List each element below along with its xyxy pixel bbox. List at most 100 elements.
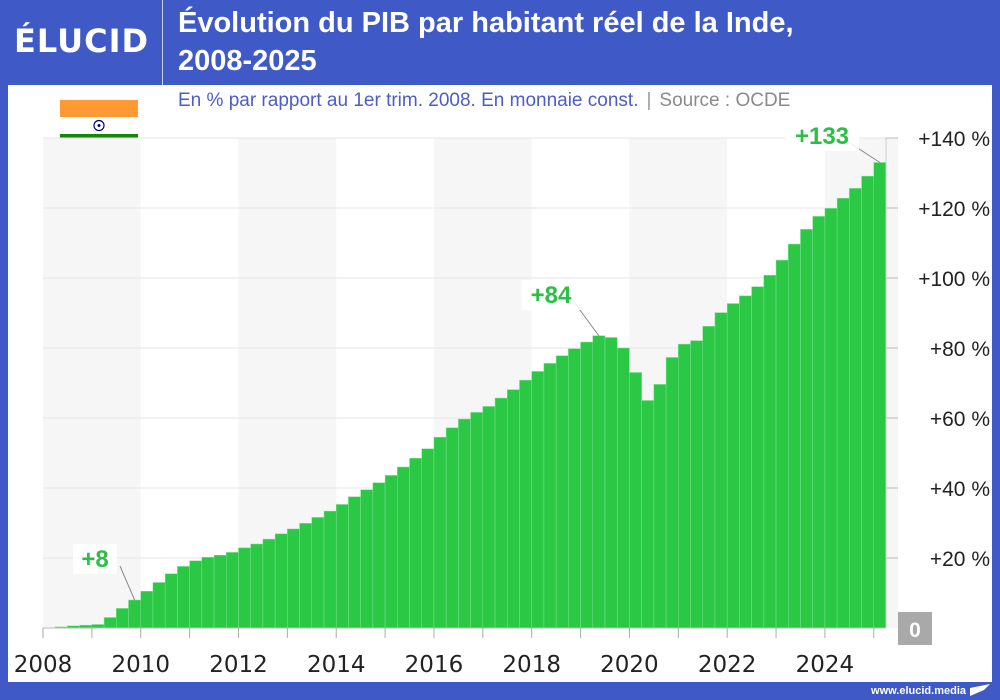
bar xyxy=(824,208,838,629)
annotation-label: +8 xyxy=(81,546,108,573)
bar xyxy=(458,418,471,629)
bar xyxy=(348,496,361,629)
bar xyxy=(568,348,581,629)
bar xyxy=(482,406,496,629)
bar xyxy=(690,340,703,629)
x-tick-label: 2012 xyxy=(209,652,268,678)
bar xyxy=(849,188,862,629)
bar xyxy=(494,397,508,629)
elucid-logo: ÉLUCID xyxy=(14,22,150,60)
bar xyxy=(103,617,117,629)
x-tick-label: 2018 xyxy=(502,652,561,678)
chart-title: Évolution du PIB par habitant réel de la… xyxy=(178,4,978,80)
annotation-leader xyxy=(119,565,136,601)
subtitle: En % par rapport au 1er trim. 2008. En m… xyxy=(178,90,790,112)
y-tick-label: +140 % xyxy=(918,128,990,151)
bar xyxy=(421,448,435,629)
x-tick-label: 2014 xyxy=(307,652,366,678)
subtitle-text: En % par rapport au 1er trim. 2008. En m… xyxy=(178,90,639,111)
y-tick-label: +60 % xyxy=(930,408,990,431)
x-tick-label: 2008 xyxy=(14,652,73,678)
bar xyxy=(616,347,630,629)
bar xyxy=(788,243,801,629)
annotation-label: +133 xyxy=(795,123,849,150)
source: Source : OCDE xyxy=(659,90,791,111)
annotation-bg xyxy=(785,121,859,151)
annotation-bg xyxy=(73,544,117,574)
bar xyxy=(360,489,374,629)
elucid-flag-icon xyxy=(970,684,990,696)
bar xyxy=(751,286,765,629)
bar xyxy=(116,608,129,629)
bar xyxy=(287,528,300,629)
bar xyxy=(397,466,410,629)
bar xyxy=(250,543,264,629)
title-line-1: Évolution du PIB par habitant réel de la… xyxy=(178,7,794,39)
x-tick-label: 2020 xyxy=(600,652,659,678)
bar xyxy=(433,437,447,629)
bar xyxy=(555,355,569,629)
bar xyxy=(653,384,667,629)
bar xyxy=(152,582,166,629)
bar xyxy=(714,312,728,629)
bar xyxy=(189,560,203,629)
bar xyxy=(739,295,752,629)
bar xyxy=(702,326,716,629)
bar xyxy=(311,517,325,629)
bar xyxy=(262,538,276,629)
bar xyxy=(299,523,313,629)
bar xyxy=(238,547,251,629)
bar xyxy=(800,229,813,629)
x-tick-label: 2022 xyxy=(698,652,757,678)
bar xyxy=(213,554,227,629)
header-divider xyxy=(162,0,163,85)
y-tick-label: +100 % xyxy=(918,268,990,291)
x-tick-label: 2010 xyxy=(111,652,170,678)
bar xyxy=(274,533,288,629)
bar xyxy=(519,379,532,629)
bar xyxy=(763,274,777,629)
bar xyxy=(128,599,141,629)
bar xyxy=(226,552,239,629)
bar xyxy=(531,371,545,629)
y-tick-label: +40 % xyxy=(930,478,990,501)
title-line-2: 2008-2025 xyxy=(178,45,317,77)
bar xyxy=(445,427,459,629)
bar xyxy=(726,303,740,629)
bar xyxy=(543,363,557,629)
bar xyxy=(812,216,826,629)
bar xyxy=(335,504,349,629)
header: ÉLUCID Évolution du PIB par habitant rée… xyxy=(0,0,1000,85)
bar xyxy=(861,175,875,629)
bar xyxy=(775,259,789,629)
x-tick-label: 2024 xyxy=(796,652,855,678)
bar xyxy=(836,197,850,629)
y-tick-label: +120 % xyxy=(918,198,990,221)
bar xyxy=(629,372,642,629)
bar xyxy=(604,337,618,629)
footer-url[interactable]: www.elucid.media xyxy=(871,685,966,697)
bar xyxy=(164,573,178,629)
annotation-bg xyxy=(521,280,581,310)
zero-badge xyxy=(898,612,932,645)
y-tick-label: +80 % xyxy=(930,338,990,361)
bar xyxy=(91,624,105,629)
bar xyxy=(678,343,691,629)
bar xyxy=(592,335,606,629)
bar xyxy=(177,566,190,629)
bar xyxy=(372,482,386,629)
bar xyxy=(873,162,887,629)
bar xyxy=(323,510,337,629)
bar xyxy=(507,389,520,629)
bar xyxy=(641,400,655,629)
y-tick-label: 0 xyxy=(909,619,921,642)
bar xyxy=(140,591,154,629)
bar xyxy=(665,357,679,629)
bar xyxy=(470,412,484,629)
y-tick-label: +20 % xyxy=(930,548,990,571)
bar xyxy=(201,557,215,629)
bar xyxy=(384,475,398,629)
annotation-label: +84 xyxy=(531,282,572,309)
x-tick-label: 2016 xyxy=(405,652,464,678)
